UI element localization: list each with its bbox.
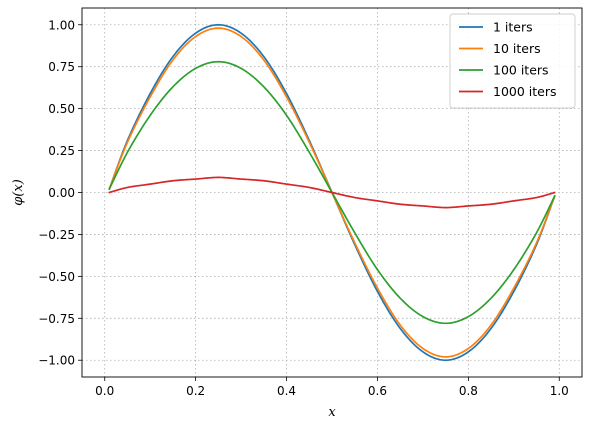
x-axis-ticks: 0.0 0.2 0.4 0.6 0.8 1.0 bbox=[95, 377, 569, 398]
legend-box bbox=[449, 13, 576, 109]
legend-label: 1000 iters bbox=[493, 84, 557, 99]
y-axis-ticks: −1.00 −0.75 −0.50 −0.25 0.00 0.25 0.50 0.75 1.00 bbox=[38, 18, 82, 368]
x-tick-label: 0.6 bbox=[368, 384, 387, 398]
y-tick-label: 1.00 bbox=[48, 18, 75, 32]
x-tick-label: 0.8 bbox=[459, 384, 478, 398]
x-tick-label: 0.0 bbox=[95, 384, 114, 398]
y-tick-label: −0.75 bbox=[38, 312, 75, 326]
legend-label: 100 iters bbox=[493, 63, 549, 78]
legend: 1 iters 10 iters 100 iters 1000 iters bbox=[449, 13, 576, 109]
legend-label: 1 iters bbox=[493, 20, 533, 35]
y-tick-label: 0.00 bbox=[48, 186, 75, 200]
y-tick-label: −0.25 bbox=[38, 228, 75, 242]
legend-label: 10 iters bbox=[493, 41, 541, 56]
y-tick-label: 0.25 bbox=[48, 144, 75, 158]
x-tick-label: 0.4 bbox=[277, 384, 296, 398]
y-axis-label: φ(x) bbox=[11, 179, 26, 206]
y-tick-label: −0.50 bbox=[38, 270, 75, 284]
y-tick-label: 0.50 bbox=[48, 102, 75, 116]
x-tick-label: 1.0 bbox=[550, 384, 569, 398]
y-tick-label: −1.00 bbox=[38, 354, 75, 368]
y-tick-label: 0.75 bbox=[48, 60, 75, 74]
series-line-4 bbox=[108, 176, 556, 209]
x-axis-label: x bbox=[328, 405, 336, 420]
x-tick-label: 0.2 bbox=[186, 384, 205, 398]
plot-series bbox=[108, 23, 556, 362]
